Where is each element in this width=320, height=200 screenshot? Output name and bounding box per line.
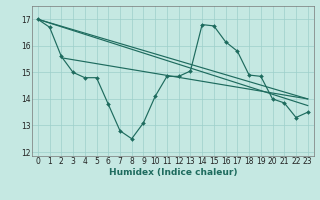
- X-axis label: Humidex (Indice chaleur): Humidex (Indice chaleur): [108, 168, 237, 177]
